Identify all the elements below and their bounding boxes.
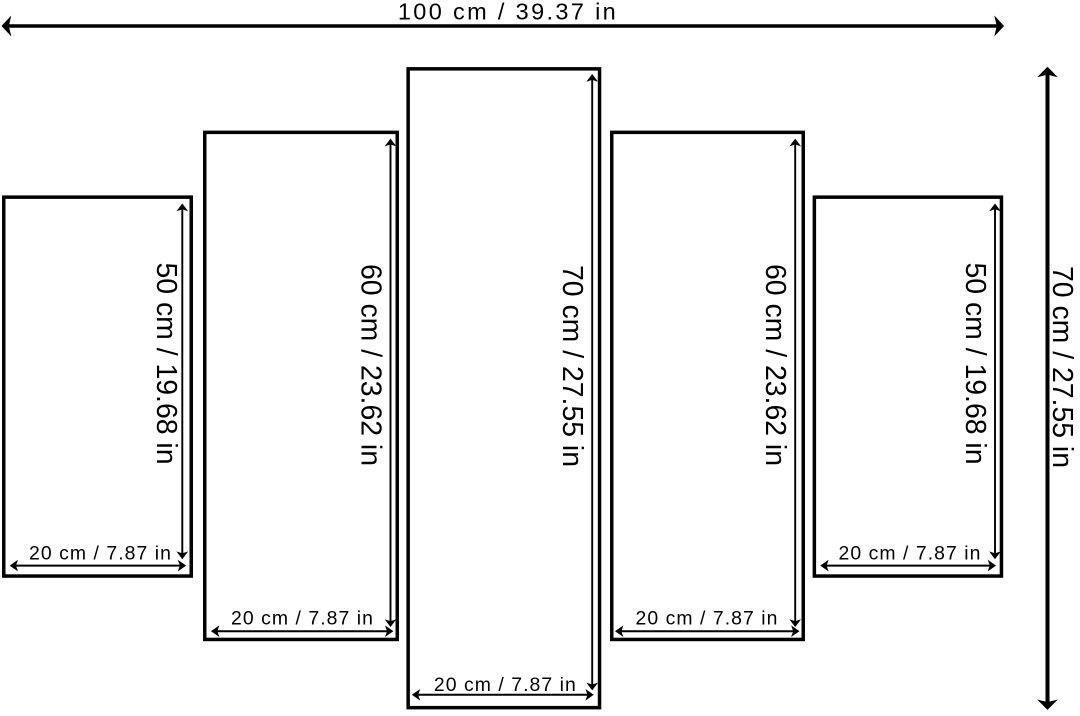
svg-text:100 cm / 39.37 in: 100 cm / 39.37 in <box>398 0 618 25</box>
svg-text:50 cm / 19.68 in: 50 cm / 19.68 in <box>150 262 182 464</box>
svg-text:20 cm / 7.87 in: 20 cm / 7.87 in <box>29 543 172 565</box>
svg-text:20 cm / 7.87 in: 20 cm / 7.87 in <box>839 543 982 565</box>
svg-text:60 cm / 23.62 in: 60 cm / 23.62 in <box>355 264 387 466</box>
svg-text:60 cm / 23.62 in: 60 cm / 23.62 in <box>759 264 791 466</box>
svg-text:20 cm / 7.87 in: 20 cm / 7.87 in <box>434 674 577 696</box>
svg-text:70 cm / 27.55 in: 70 cm / 27.55 in <box>556 265 588 467</box>
svg-text:70 cm / 27.55 in: 70 cm / 27.55 in <box>1046 266 1078 468</box>
svg-text:20 cm / 7.87 in: 20 cm / 7.87 in <box>231 608 374 630</box>
svg-text:20 cm / 7.87 in: 20 cm / 7.87 in <box>636 608 779 630</box>
svg-text:50 cm / 19.68 in: 50 cm / 19.68 in <box>959 262 991 464</box>
